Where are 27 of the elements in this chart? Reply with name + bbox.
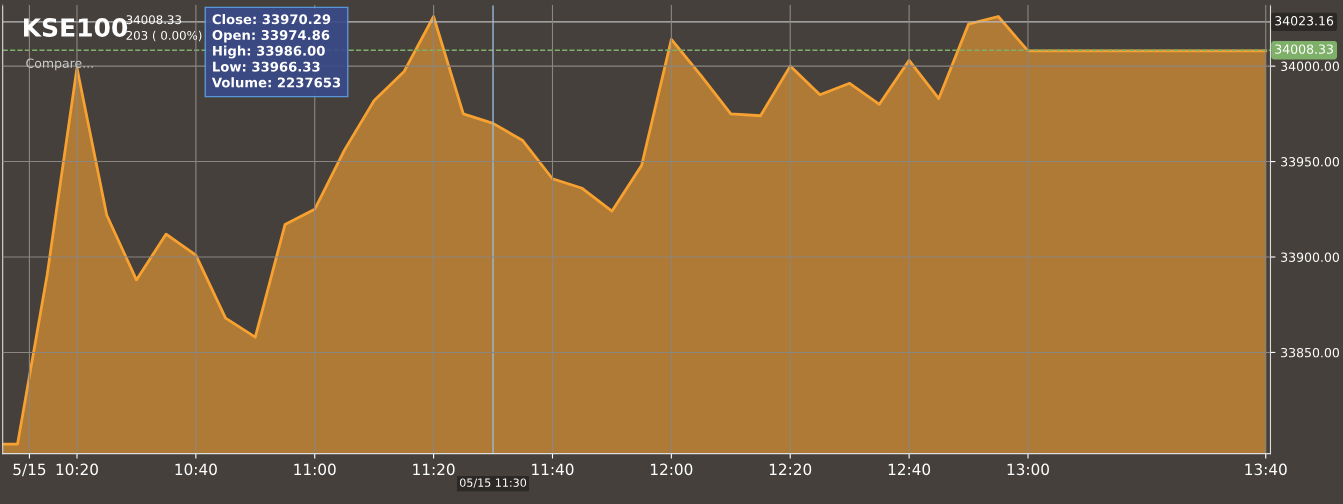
ref-line-label: 05/15 11:30: [459, 478, 527, 488]
x-tick-label: 10:20: [56, 463, 98, 476]
annotation: 34008.33: [126, 15, 182, 25]
annotation: Volume: 2237653: [211, 77, 341, 88]
x-tick-label: 12:40: [888, 463, 931, 476]
annotation: Low: 33966.33: [213, 61, 320, 72]
x-tick-label: 11:20: [413, 463, 455, 476]
x-tick-label: 5/15: [13, 463, 46, 477]
x-tick-label: 12:20: [769, 463, 812, 476]
x-tick-label: 13:40: [1245, 463, 1287, 476]
annotation: High: 33986.00: [213, 45, 325, 59]
y-tick-label: 33900.00: [1281, 252, 1340, 262]
x-tick-label: 13:00: [1007, 463, 1049, 476]
x-tick-label: 10:40: [175, 463, 217, 476]
y-tick-label: 34000.00: [1281, 61, 1340, 72]
x-tick-label: 11:00: [294, 463, 336, 476]
annotation: Compare...: [26, 58, 93, 71]
ref-line-label: 34008.33: [1275, 44, 1333, 54]
ref-line-label: 34023.16: [1275, 16, 1334, 26]
y-tick-label: 33950.00: [1281, 157, 1340, 167]
annotation: Open: 33974.86: [212, 30, 330, 43]
x-tick-label: 11:40: [532, 463, 574, 476]
annotation: 203 ( 0.00%): [126, 30, 202, 42]
chart-title: KSE100: [24, 18, 128, 37]
x-tick-label: 12:00: [651, 463, 693, 476]
annotation: Close: 33970.29: [212, 14, 331, 25]
y-tick-label: 33850.00: [1281, 347, 1340, 358]
